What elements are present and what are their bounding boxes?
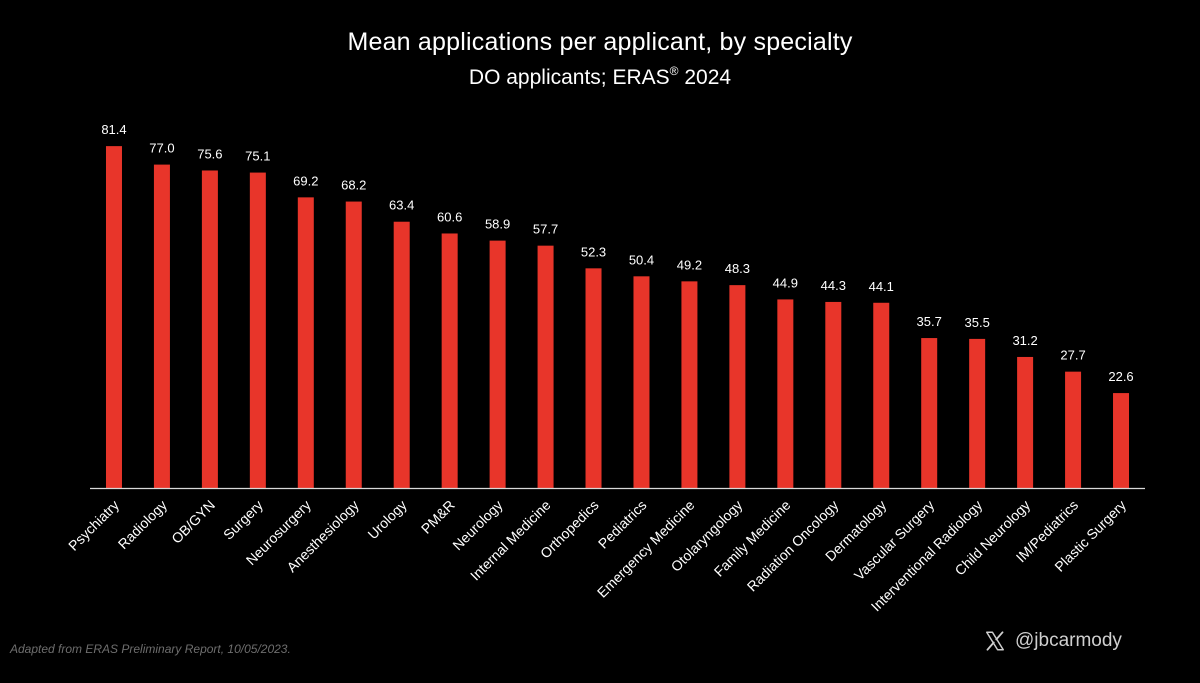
registered-mark: ®: [669, 64, 679, 78]
value-label-12: 49.2: [677, 257, 702, 272]
bar-14: [777, 299, 794, 488]
value-label-19: 31.2: [1012, 333, 1037, 348]
value-label-18: 35.5: [965, 315, 990, 330]
bar-17: [921, 338, 938, 488]
bar-2: [201, 170, 218, 489]
bar-9: [537, 245, 554, 488]
subtitle-year: 2024: [684, 66, 732, 89]
bar-13: [729, 285, 746, 488]
chart-title: Mean applications per applicant, by spec…: [347, 28, 853, 56]
value-label-10: 52.3: [581, 244, 606, 259]
value-label-5: 68.2: [341, 178, 366, 193]
bar-7: [441, 233, 458, 488]
subtitle-text: DO applicants; ERAS: [468, 66, 670, 89]
category-label-1: Radiology: [115, 497, 170, 552]
value-label-4: 69.2: [293, 173, 318, 188]
bar-21: [1113, 393, 1130, 488]
value-label-13: 48.3: [725, 261, 750, 276]
value-label-17: 35.7: [917, 314, 942, 329]
handle-text: @jbcarmody: [1015, 630, 1122, 651]
bar-11: [633, 276, 650, 488]
category-label-0: Psychiatry: [65, 497, 122, 554]
bar-0: [105, 146, 122, 488]
value-label-15: 44.3: [821, 278, 846, 293]
value-label-21: 22.6: [1108, 369, 1133, 384]
category-label-3: Surgery: [220, 497, 266, 543]
category-label-9: Internal Medicine: [467, 497, 554, 584]
bar-4: [297, 197, 314, 489]
value-label-1: 77.0: [149, 141, 174, 156]
value-label-20: 27.7: [1060, 348, 1085, 363]
category-label-6: Urology: [364, 497, 409, 542]
bar-8: [489, 240, 506, 488]
bar-20: [1065, 371, 1082, 488]
bar-19: [1017, 356, 1034, 488]
bar-6: [393, 221, 410, 488]
value-label-16: 44.1: [869, 279, 894, 294]
category-label-7: PM&R: [418, 497, 458, 537]
value-label-0: 81.4: [101, 122, 126, 137]
bar-10: [585, 268, 602, 488]
category-label-2: OB/GYN: [168, 497, 218, 547]
social-handle[interactable]: @jbcarmody: [984, 628, 1122, 654]
bars-layer: [105, 146, 1130, 489]
bar-16: [873, 302, 890, 488]
bar-12: [681, 281, 698, 488]
value-label-7: 60.6: [437, 209, 462, 224]
bar-1: [153, 164, 170, 488]
chart-subtitle: DO applicants; ERAS® 2024: [0, 64, 1200, 90]
bar-3: [249, 172, 266, 488]
bar-5: [345, 201, 362, 488]
value-label-3: 75.1: [245, 149, 270, 164]
value-label-9: 57.7: [533, 222, 558, 237]
category-label-15: Radiation Oncology: [744, 497, 842, 595]
value-label-11: 50.4: [629, 252, 654, 267]
value-label-2: 75.6: [197, 146, 222, 161]
x-logo-icon: [984, 630, 1006, 652]
source-note: Adapted from ERAS Preliminary Report, 10…: [10, 642, 291, 656]
bar-18: [969, 338, 986, 488]
value-label-6: 63.4: [389, 198, 414, 213]
bar-15: [825, 301, 842, 488]
value-label-8: 58.9: [485, 217, 510, 232]
value-label-14: 44.9: [773, 275, 798, 290]
